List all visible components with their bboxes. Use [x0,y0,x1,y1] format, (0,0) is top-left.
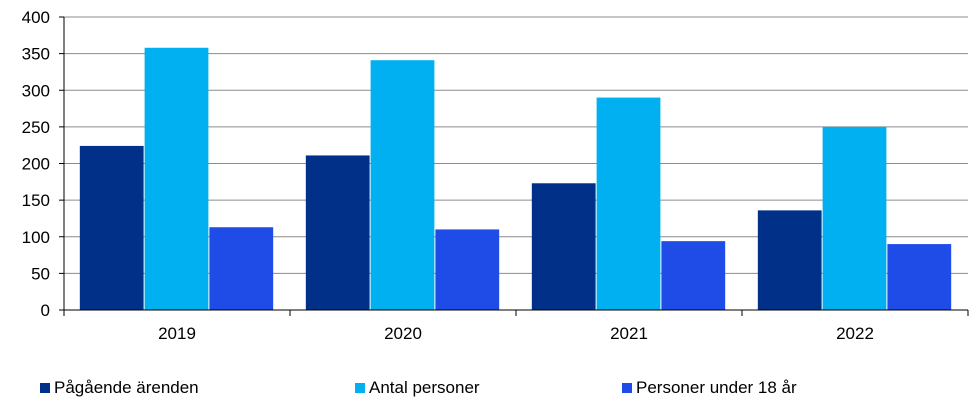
y-axis-tick-labels: 0 50 100 150 200 250 300 350 400 [22,8,50,320]
legend: Pågående ärenden Antal personer Personer u… [40,378,797,397]
y-tick-label: 300 [22,81,50,100]
legend-label: Pågående ärenden [54,378,199,397]
legend-label: Personer under 18 år [636,378,797,397]
y-tick-label: 0 [41,301,50,320]
legend-swatch [622,383,632,393]
y-tick-label: 200 [22,155,50,174]
x-tick-label: 2020 [384,324,422,343]
bar [144,47,209,310]
x-tick-label: 2022 [836,324,874,343]
y-tick-label: 50 [31,264,50,283]
legend-swatch [40,383,50,393]
bar [531,183,596,310]
bar [435,229,500,310]
x-tick-label: 2021 [610,324,648,343]
y-tick-label: 400 [22,8,50,27]
bar [305,155,370,310]
bar [822,126,887,310]
bar [596,97,661,310]
axes [59,16,969,316]
bar [887,244,952,310]
bar [757,210,822,310]
bar [209,227,274,310]
y-tick-label: 150 [22,191,50,210]
legend-label: Antal personer [369,378,480,397]
x-tick-label: 2019 [158,324,196,343]
bar [661,241,726,310]
y-tick-label: 350 [22,45,50,64]
bar [79,145,144,310]
bars [79,47,952,310]
y-tick-label: 250 [22,118,50,137]
y-tick-label: 100 [22,228,50,247]
x-axis-tick-labels: 2019 2020 2021 2022 [158,324,874,343]
bar [370,60,435,310]
legend-swatch [355,383,365,393]
